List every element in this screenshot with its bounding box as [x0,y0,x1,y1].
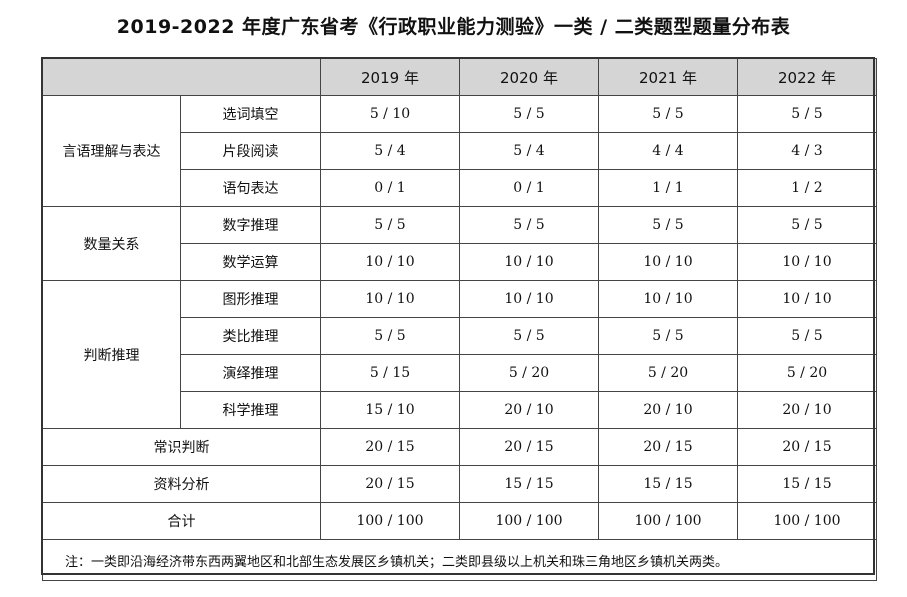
cell-value: 10 / 10 [737,280,877,318]
table-row: 判断推理 图形推理 10 / 10 10 / 10 10 / 10 10 / 1… [42,280,877,429]
cell-value: 5 / 20 [598,354,738,392]
cell-value: 10 / 10 [598,280,738,318]
cell-value: 20 / 10 [598,391,738,429]
year-header: 2021 年 [598,58,738,96]
cell-value: 100 / 100 [320,502,460,540]
cell-value: 20 / 15 [320,428,460,466]
table-row: 语句表达 0 / 1 0 / 1 1 / 1 1 / 2 [43,169,877,207]
category-label: 常识判断 [42,428,321,466]
cell-value: 20 / 10 [459,391,599,429]
cell-value: 100 / 100 [598,502,738,540]
table-row: 常识判断 20 / 15 20 / 15 20 / 15 20 / 15 [42,428,877,466]
cell-value: 15 / 15 [598,465,738,503]
cell-value: 5 / 10 [320,95,460,133]
subcategory-label: 片段阅读 [180,132,321,170]
year-header: 2020 年 [459,58,599,96]
cell-value: 5 / 5 [459,206,599,244]
cell-value: 5 / 5 [459,95,599,133]
cell-value: 15 / 15 [737,465,877,503]
cell-value: 20 / 15 [737,428,877,466]
subcategory-label: 数学运算 [180,243,321,281]
cell-value: 20 / 10 [737,391,877,429]
subcategory-label: 语句表达 [180,169,321,207]
cell-value: 5 / 4 [459,132,599,170]
subcategory-label: 演绎推理 [180,354,321,392]
cell-value: 10 / 10 [737,243,877,281]
cell-value: 5 / 5 [320,317,460,355]
page-title: 2019-2022 年度广东省考《行政职业能力测验》一类 / 二类题型题量分布表 [116,16,791,38]
cell-value: 15 / 10 [320,391,460,429]
cell-value: 5 / 20 [459,354,599,392]
table-row: 片段阅读 5 / 4 5 / 4 4 / 4 4 / 3 [43,132,877,170]
header-row: 2019 年 2020 年 2021 年 2022 年 [42,58,877,96]
cell-value: 10 / 10 [459,243,599,281]
cell-value: 20 / 15 [320,465,460,503]
table-row: 言语理解与表达 选词填空 5 / 10 5 / 5 5 / 5 5 / 5 [42,95,877,207]
cell-value: 5 / 5 [737,95,877,133]
subcategory-label: 科学推理 [180,391,321,429]
cell-value: 0 / 1 [459,169,599,207]
cell-value: 20 / 15 [598,428,738,466]
subcategory-label: 图形推理 [180,280,321,318]
total-row: 合计 100 / 100 100 / 100 100 / 100 100 / 1… [42,502,877,540]
group-label: 数量关系 [42,206,181,281]
header-corner [42,58,321,96]
year-header: 2022 年 [737,58,877,96]
year-header: 2019 年 [320,58,460,96]
cell-value: 5 / 5 [737,206,877,244]
cell-value: 0 / 1 [320,169,460,207]
note-row: 注：一类即沿海经济带东西两翼地区和北部生态发展区乡镇机关；二类即县级以上机关和珠… [42,539,877,581]
cell-value: 5 / 5 [459,317,599,355]
distribution-table: 2019 年 2020 年 2021 年 2022 年 言语理解与表达 选词填空… [42,58,877,581]
table-row: 数学运算 10 / 10 10 / 10 10 / 10 10 / 10 [43,243,877,281]
table-note: 注：一类即沿海经济带东西两翼地区和北部生态发展区乡镇机关；二类即县级以上机关和珠… [42,539,877,581]
cell-value: 4 / 3 [737,132,877,170]
cell-value: 5 / 5 [737,317,877,355]
table-row: 演绎推理 5 / 15 5 / 20 5 / 20 5 / 20 [43,354,877,392]
cell-value: 1 / 2 [737,169,877,207]
subcategory-label: 数字推理 [180,206,321,244]
cell-value: 10 / 10 [598,243,738,281]
cell-value: 5 / 5 [598,317,738,355]
table-row: 科学推理 15 / 10 20 / 10 20 / 10 20 / 10 [43,391,877,429]
table-row: 数量关系 数字推理 5 / 5 5 / 5 5 / 5 5 / 5 [42,206,877,281]
cell-value: 5 / 5 [598,206,738,244]
cell-value: 15 / 15 [459,465,599,503]
cell-value: 5 / 5 [598,95,738,133]
cell-value: 5 / 4 [320,132,460,170]
subcategory-label: 选词填空 [180,95,321,133]
cell-value: 100 / 100 [459,502,599,540]
cell-value: 1 / 1 [598,169,738,207]
cell-value: 5 / 15 [320,354,460,392]
cell-value: 5 / 5 [320,206,460,244]
group-label: 判断推理 [42,280,181,429]
cell-value: 4 / 4 [598,132,738,170]
table-row: 类比推理 5 / 5 5 / 5 5 / 5 5 / 5 [43,317,877,355]
cell-value: 10 / 10 [459,280,599,318]
cell-value: 10 / 10 [320,243,460,281]
cell-value: 5 / 20 [737,354,877,392]
table-row: 资料分析 20 / 15 15 / 15 15 / 15 15 / 15 [42,465,877,503]
cell-value: 100 / 100 [737,502,877,540]
subcategory-label: 类比推理 [180,317,321,355]
cell-value: 10 / 10 [320,280,460,318]
total-label: 合计 [42,502,321,540]
group-label: 言语理解与表达 [42,95,181,207]
cell-value: 20 / 15 [459,428,599,466]
category-label: 资料分析 [42,465,321,503]
